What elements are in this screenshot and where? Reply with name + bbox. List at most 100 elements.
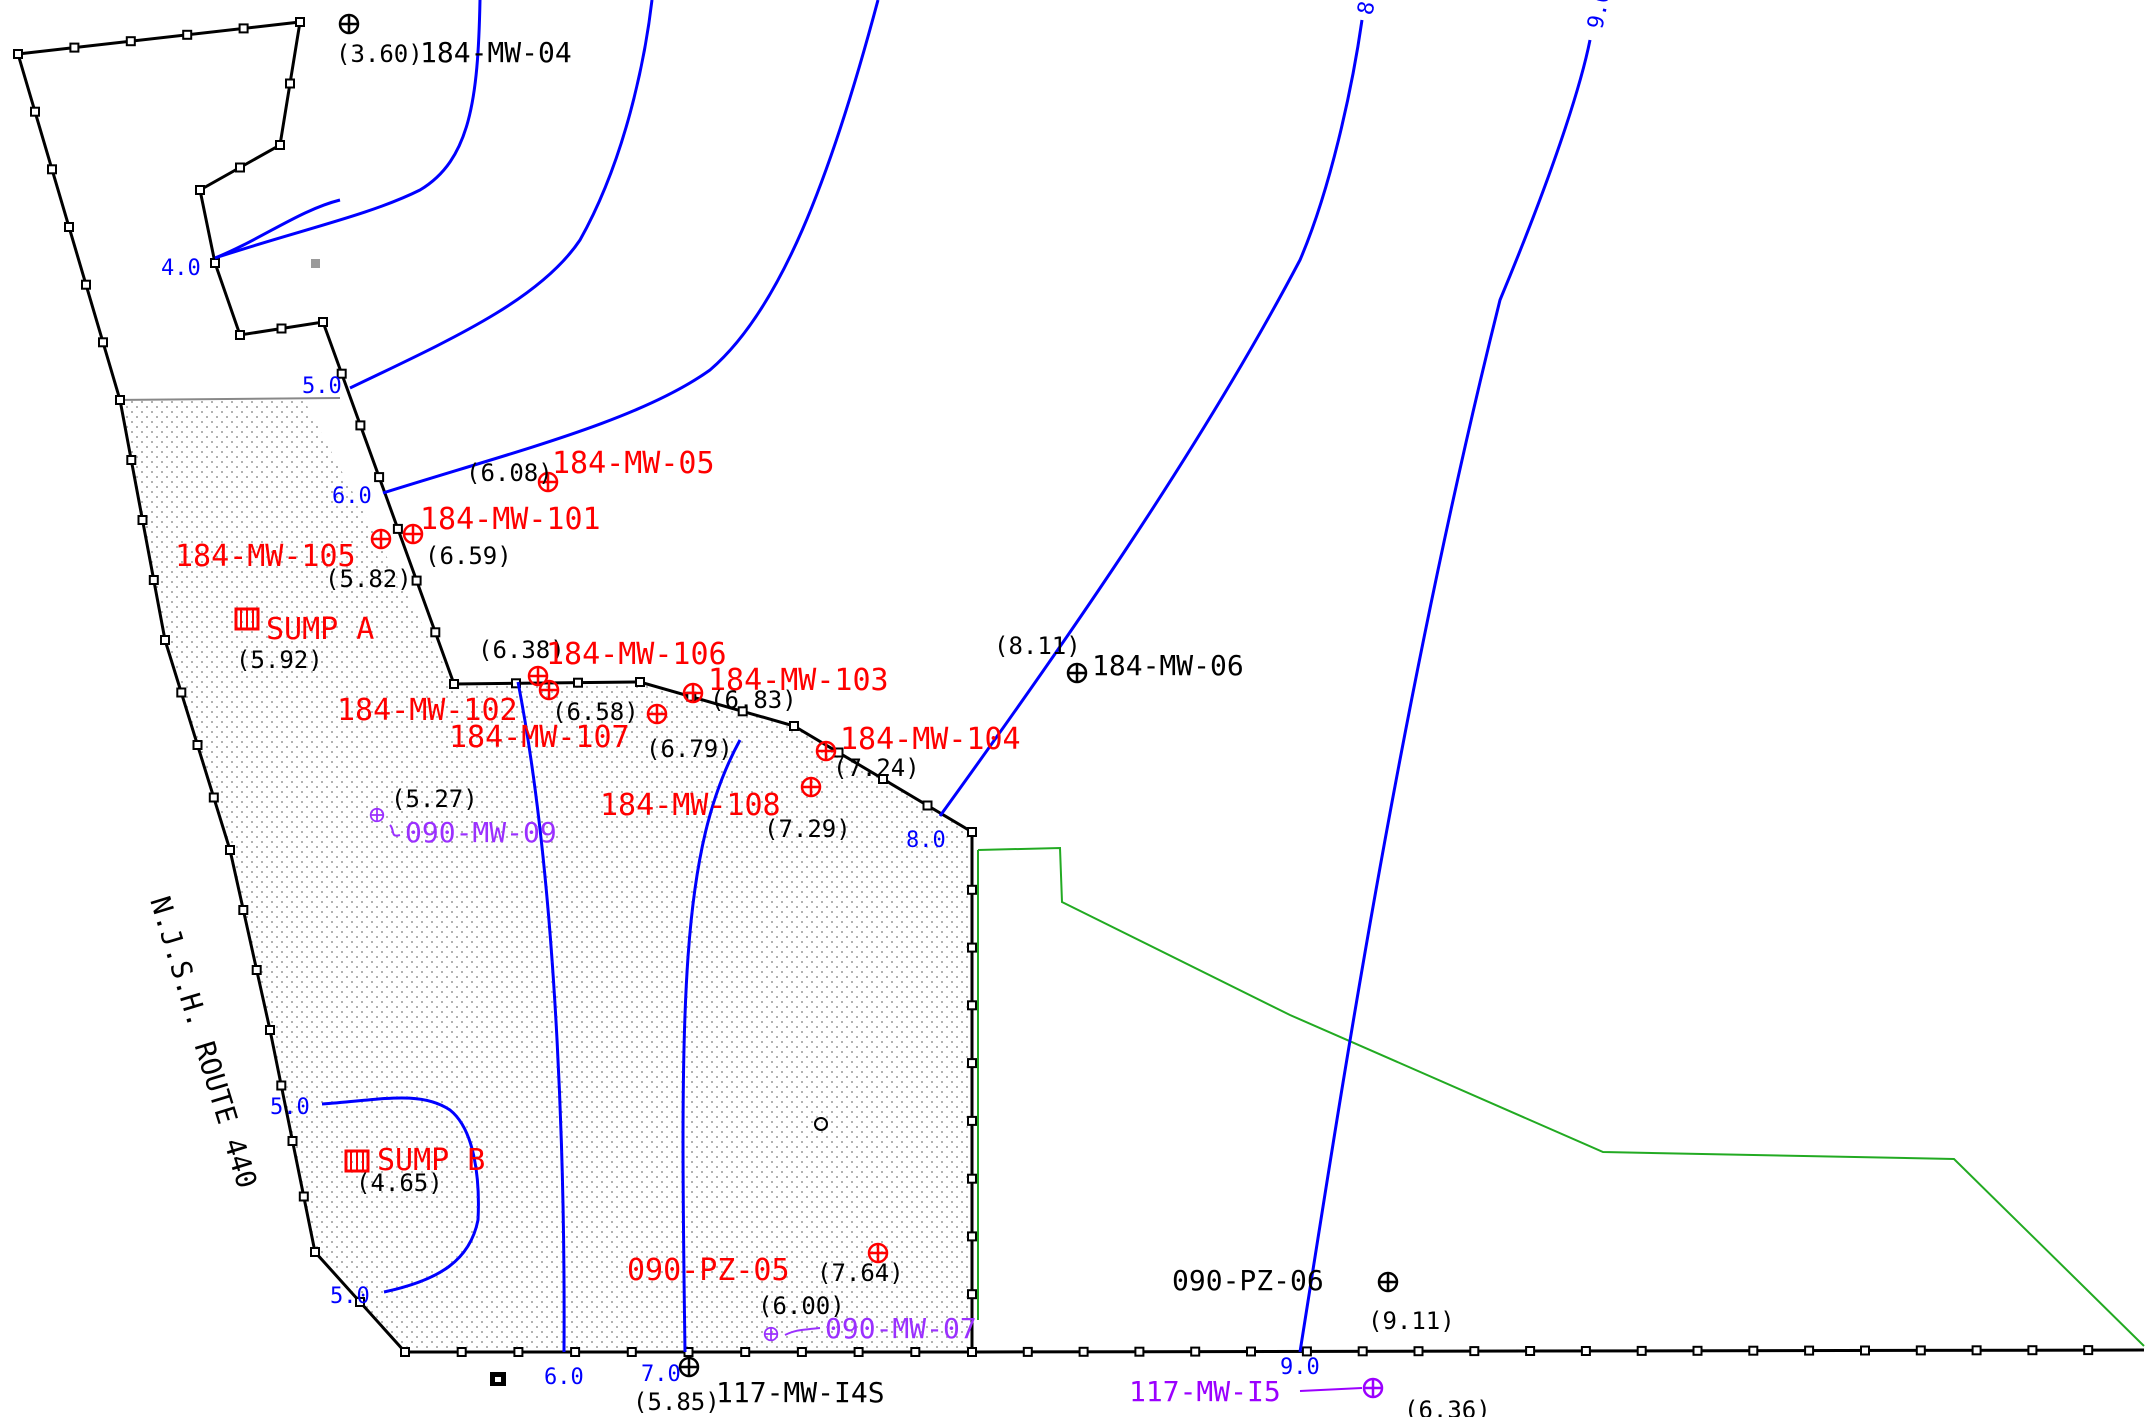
fence-post [1636,1345,1647,1356]
well-184-MW-103[interactable]: 184-MW-103 (6.83) [682,663,889,714]
fence-post [81,279,91,290]
well-value: (6.79) [646,735,733,763]
fence-post [355,1297,365,1307]
fence-post [98,337,108,348]
well-value: (6.38) [478,636,565,664]
fence-post [573,677,583,688]
well-184-MW-108[interactable]: 184-MW-108 (7.29) [600,776,851,843]
fence-post [235,330,245,340]
fence-post [449,679,459,689]
well-value: (6.08) [466,459,553,487]
well-value: (8.11) [994,632,1081,660]
fence-post [878,774,888,784]
well-value: (5.82) [325,565,412,593]
well-value: (5.85) [633,1388,720,1416]
contour-label-7-0-bottom: 7.0 [641,1362,681,1387]
well-184-MW-102[interactable]: 184-MW-102 (6.58) [337,679,639,728]
fence-post [295,17,305,27]
well-value: (9.11) [1368,1307,1455,1335]
fence-post [238,905,249,915]
fence-post [411,575,422,586]
fence-post [251,965,262,975]
well-label: 117-MW-I5 [1129,1375,1281,1408]
fence-post [265,1025,275,1035]
well-label: 184-MW-104 [840,722,1021,757]
fence-post [285,78,295,89]
well-label: 184-MW-101 [420,502,601,537]
fence-post [1580,1346,1591,1356]
contour-line-8 [938,19,1364,817]
well-117-MW-I5[interactable]: 117-MW-I5 (6.36) [1129,1375,1491,1417]
fence-post [47,164,57,175]
fence-post [967,1231,977,1242]
well-label: 184-MW-05 [552,446,715,481]
contour-line-7 [516,681,566,1353]
well-117-MW-I4S[interactable]: 117-MW-I4S (5.85) [633,1356,885,1416]
fence-post [125,36,136,47]
sump-a[interactable]: SUMP A (5.92) [234,607,374,674]
well-value: (3.60) [336,40,423,68]
fence-post [1357,1346,1368,1357]
fence-post [922,800,933,811]
fence-post [570,1347,581,1357]
fence-post [1022,1346,1033,1357]
groundwater-contours [214,0,1592,1353]
fence-post [137,515,148,525]
fence-post [208,792,219,803]
fence-post [115,395,125,405]
sump-b[interactable]: SUMP B (4.65) [344,1143,485,1197]
survey-point [814,1117,828,1131]
fence-post [796,1347,807,1357]
well-184-MW-105[interactable]: 184-MW-105 (5.82) [175,528,412,593]
well-184-MW-104[interactable]: 184-MW-104 (7.24) [815,722,1021,782]
fence-post [1692,1345,1703,1356]
well-184-MW-04[interactable]: (3.60) 184-MW-04 [336,13,572,69]
fence-post [276,323,287,334]
well-184-MW-101[interactable]: 184-MW-101 (6.59) [402,502,601,570]
fence-post [853,1347,864,1357]
contour-label-5-0-loop-top: 5.0 [270,1095,310,1120]
fence-post [740,1347,751,1357]
fence-post [336,368,347,379]
well-label: 184-MW-103 [708,663,889,698]
contour-line-4 [214,0,482,260]
well-value: (6.36) [1404,1396,1491,1417]
contour-label-8-top: 8 [1353,0,1380,17]
well-label: 184-MW-107 [449,720,630,755]
fence-post [1469,1346,1480,1357]
well-090-PZ-06[interactable]: 090-PZ-06 (9.11) [1172,1264,1455,1335]
fence-post [1860,1345,1870,1356]
well-value: (6.83) [710,686,797,714]
well-label: 184-MW-105 [175,539,356,574]
fence-post [225,845,235,855]
well-184-MW-06[interactable]: (8.11) 184-MW-06 [994,632,1244,684]
well-value: (6.58) [552,698,639,726]
fence-post [126,455,137,465]
fence-post [13,49,23,59]
well-090-PZ-05[interactable]: 090-PZ-05 (7.64) [627,1242,904,1288]
contour-line-6 [382,0,880,495]
fence-post [430,627,441,638]
sump-label: SUMP B [377,1143,485,1178]
site-boundary [13,17,2145,1357]
shaded-area-top-edge [119,397,341,401]
property-line [977,846,2145,1347]
fence-post [374,472,385,483]
well-label: 090-MW-07 [825,1312,977,1345]
well-184-MW-05[interactable]: (6.08) 184-MW-05 [466,446,715,493]
fence-post [298,1191,309,1202]
contour-label-5-0-loop-bottom: 5.0 [330,1284,370,1309]
fence-post [275,140,285,150]
well-090-MW-09[interactable]: (5.27) 090-MW-09 [369,785,557,849]
contour-label-8-0: 8.0 [906,828,946,853]
fence-post [1246,1346,1256,1357]
contour-line-7b [681,739,742,1353]
fence-post [310,1247,320,1257]
well-184-MW-107[interactable]: 184-MW-107 (6.79) [449,703,733,763]
well-label: 184-MW-04 [420,36,572,69]
well-value: (7.29) [764,815,851,843]
well-090-MW-07[interactable]: (6.00) 090-MW-07 [758,1292,977,1345]
contour-label-5-0-top: 5.0 [302,374,342,399]
contour-label-6-0-bottom: 6.0 [544,1365,584,1390]
well-184-MW-106[interactable]: (6.38) 184-MW-106 [478,636,727,687]
